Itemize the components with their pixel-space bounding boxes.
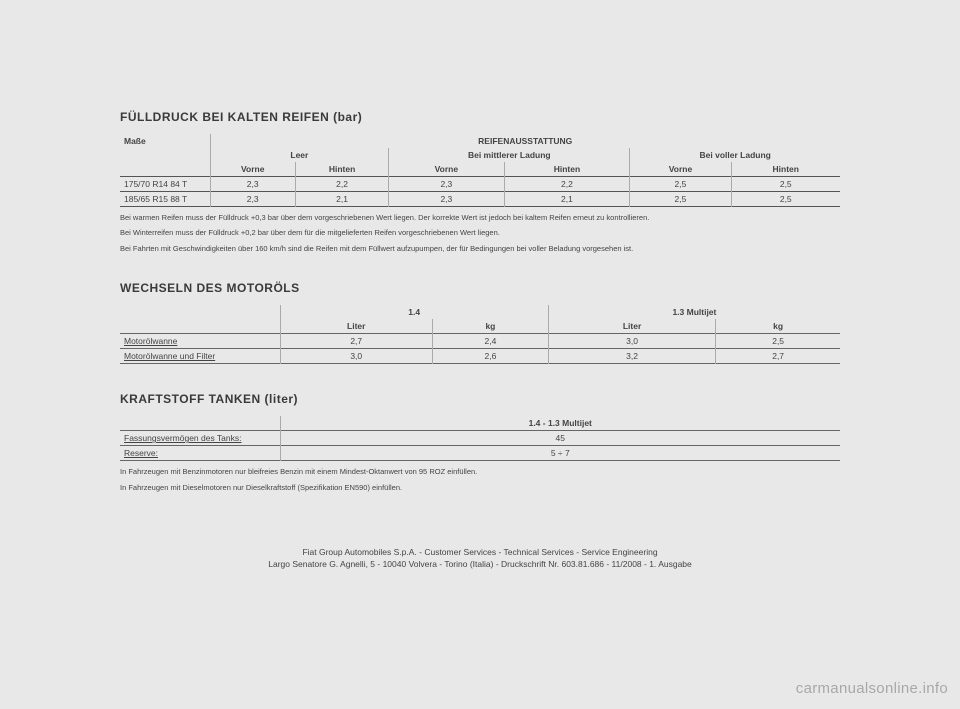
group-voll: Bei voller Ladung xyxy=(630,148,840,162)
col-masse: Maße xyxy=(120,134,210,177)
cell: 2,5 xyxy=(716,334,840,349)
cell: 2,2 xyxy=(504,177,630,192)
oil-change-table: 1.4 1.3 Multijet Liter kg Liter kg Motor… xyxy=(120,305,840,364)
cell: 2,7 xyxy=(280,334,433,349)
cell: 2,6 xyxy=(433,349,549,364)
footer-line-1: Fiat Group Automobiles S.p.A. - Customer… xyxy=(120,547,840,559)
table-row: Motorölwanne 2,7 2,4 3,0 2,5 xyxy=(120,334,840,349)
subcol: Hinten xyxy=(731,162,840,177)
tire-note-3: Bei Fahrten mit Geschwindigkeiten über 1… xyxy=(120,244,840,253)
tire-pressure-table: Maße REIFENAUSSTATTUNG Leer Bei mittlere… xyxy=(120,134,840,207)
cell: 3,0 xyxy=(548,334,715,349)
cell: 2,1 xyxy=(504,192,630,207)
cell: 2,5 xyxy=(630,177,731,192)
cell: 45 xyxy=(280,431,840,446)
subcol: kg xyxy=(716,319,840,334)
table-row: 185/65 R15 88 T 2,3 2,1 2,3 2,1 2,5 2,5 xyxy=(120,192,840,207)
group-title: REIFENAUSSTATTUNG xyxy=(210,134,840,148)
tire-pressure-title: FÜLLDRUCK BEI KALTEN REIFEN (bar) xyxy=(120,110,840,124)
fuel-group: 1.4 - 1.3 Multijet xyxy=(280,416,840,431)
watermark: carmanualsonline.info xyxy=(796,680,948,697)
subcol: Hinten xyxy=(295,162,388,177)
tire-pressure-section: FÜLLDRUCK BEI KALTEN REIFEN (bar) Maße R… xyxy=(120,110,840,253)
table-row: 175/70 R14 84 T 2,3 2,2 2,3 2,2 2,5 2,5 xyxy=(120,177,840,192)
cell: 5 ÷ 7 xyxy=(280,446,840,461)
subcol: kg xyxy=(433,319,549,334)
table-row: Motorölwanne und Filter 3,0 2,6 3,2 2,7 xyxy=(120,349,840,364)
oil-change-section: WECHSELN DES MOTORÖLS 1.4 1.3 Multijet L… xyxy=(120,281,840,364)
cell: 2,4 xyxy=(433,334,549,349)
cell: 3,0 xyxy=(280,349,433,364)
cell: 2,5 xyxy=(630,192,731,207)
fuel-title: KRAFTSTOFF TANKEN (liter) xyxy=(120,392,840,406)
cell: 2,2 xyxy=(295,177,388,192)
cell: 2,7 xyxy=(716,349,840,364)
cell: 2,5 xyxy=(731,192,840,207)
cell: 2,3 xyxy=(389,192,504,207)
cell: 2,5 xyxy=(731,177,840,192)
table-row: Fassungsvermögen des Tanks: 45 xyxy=(120,431,840,446)
cell: 2,3 xyxy=(210,192,295,207)
oil-group-2: 1.3 Multijet xyxy=(548,305,840,319)
fuel-row-label: Fassungsvermögen des Tanks: xyxy=(120,431,280,446)
oil-change-title: WECHSELN DES MOTORÖLS xyxy=(120,281,840,295)
page-footer: Fiat Group Automobiles S.p.A. - Customer… xyxy=(120,547,840,571)
oil-group-1: 1.4 xyxy=(280,305,548,319)
tire-note-1: Bei warmen Reifen muss der Fülldruck +0,… xyxy=(120,213,840,222)
cell: 3,2 xyxy=(548,349,715,364)
subcol: Vorne xyxy=(210,162,295,177)
group-mittel: Bei mittlerer Ladung xyxy=(389,148,630,162)
fuel-row-label: Reserve: xyxy=(120,446,280,461)
fuel-note-2: In Fahrzeugen mit Dieselmotoren nur Dies… xyxy=(120,483,840,492)
cell: 2,1 xyxy=(295,192,388,207)
cell: 2,3 xyxy=(210,177,295,192)
fuel-note-1: In Fahrzeugen mit Benzinmotoren nur blei… xyxy=(120,467,840,476)
subcol: Liter xyxy=(548,319,715,334)
tire-size: 185/65 R15 88 T xyxy=(120,192,210,207)
subcol: Liter xyxy=(280,319,433,334)
tire-note-2: Bei Winterreifen muss der Fülldruck +0,2… xyxy=(120,228,840,237)
oil-row-label: Motorölwanne xyxy=(120,334,280,349)
tire-size: 175/70 R14 84 T xyxy=(120,177,210,192)
footer-line-2: Largo Senatore G. Agnelli, 5 - 10040 Vol… xyxy=(120,559,840,571)
subcol: Hinten xyxy=(504,162,630,177)
subcol: Vorne xyxy=(630,162,731,177)
fuel-table: 1.4 - 1.3 Multijet Fassungsvermögen des … xyxy=(120,416,840,461)
fuel-section: KRAFTSTOFF TANKEN (liter) 1.4 - 1.3 Mult… xyxy=(120,392,840,492)
table-row: Reserve: 5 ÷ 7 xyxy=(120,446,840,461)
oil-row-label: Motorölwanne und Filter xyxy=(120,349,280,364)
cell: 2,3 xyxy=(389,177,504,192)
subcol: Vorne xyxy=(389,162,504,177)
group-leer: Leer xyxy=(210,148,389,162)
